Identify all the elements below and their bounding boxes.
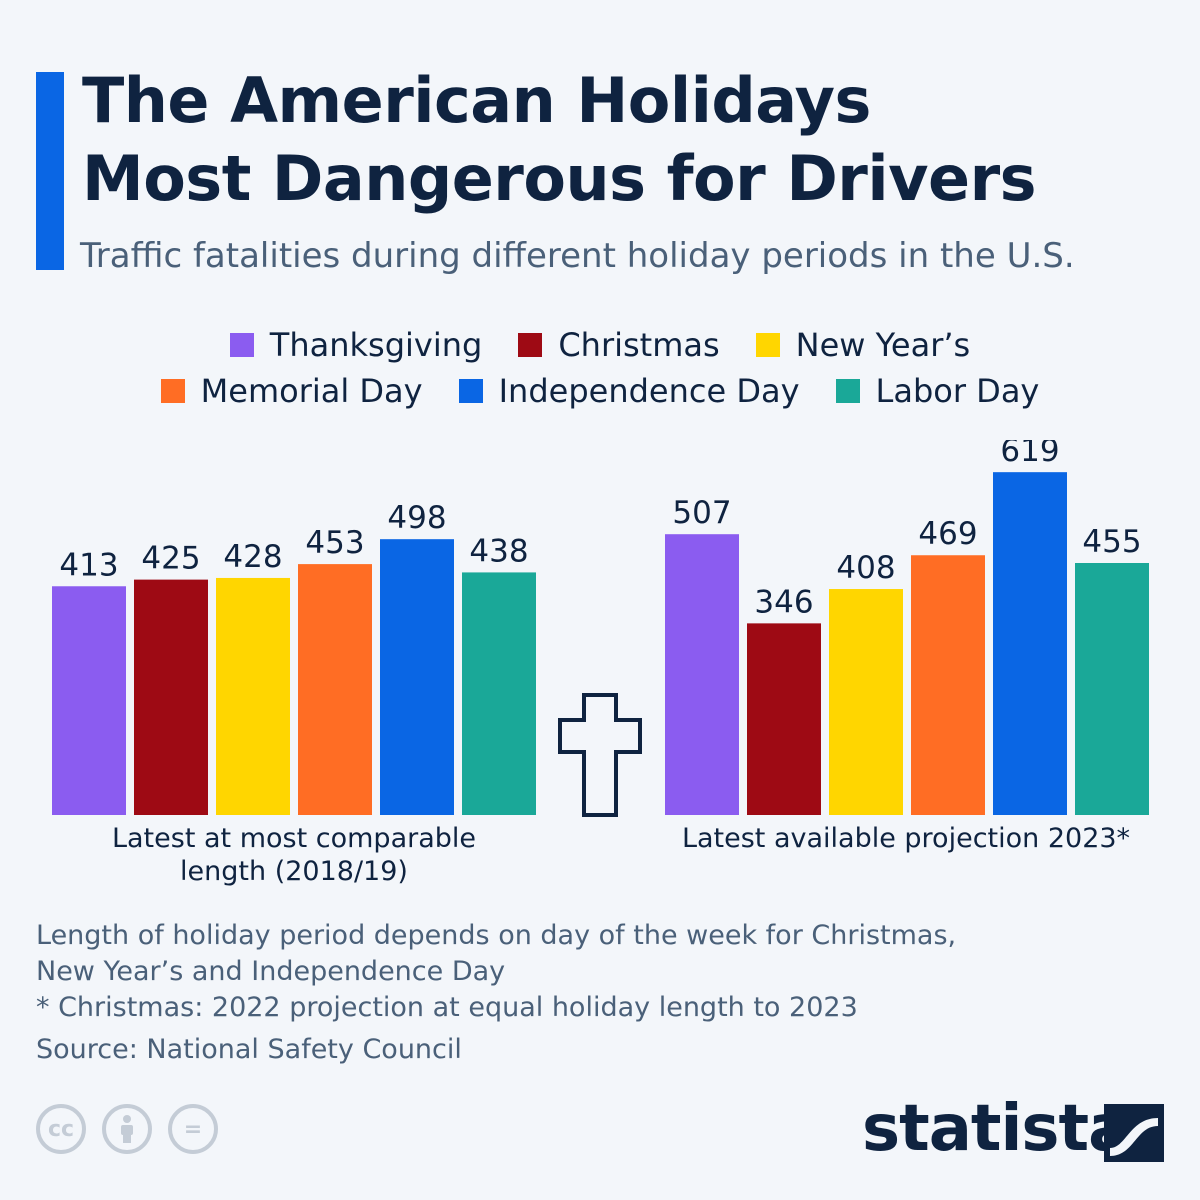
bar-chart: 413 507 425 346 428 408 453 469 498 619 438 455 <box>52 440 1149 817</box>
legend-item-labor-day: Labor Day <box>835 368 1040 414</box>
license-icons: cc = <box>36 1104 234 1154</box>
legend-item-thanksgiving: Thanksgiving <box>229 322 483 368</box>
legend-label-new-years: New Year’s <box>795 326 971 364</box>
value-label-memorial-day-2018-19: 453 <box>305 525 364 561</box>
note-line-2: New Year’s and Independence Day <box>36 956 506 987</box>
bar-new-years-2023 <box>829 589 903 815</box>
bar-christmas-2023 <box>747 623 821 815</box>
value-label-labor-day-2023: 455 <box>1082 524 1141 560</box>
bar-thanksgiving-2023 <box>665 534 739 815</box>
attribution-icon[interactable] <box>102 1104 152 1154</box>
group-label-2018-19-line-2: length (2018/19) <box>180 856 408 887</box>
title-line-2: Most Dangerous for Drivers <box>82 142 1037 215</box>
statista-brand[interactable]: statista <box>862 1092 1131 1166</box>
legend-item-new-years: New Year’s <box>755 322 971 368</box>
legend-row-1: Thanksgiving Christmas New Year’s <box>0 322 1200 368</box>
legend-row-2: Memorial Day Independence Day Labor Day <box>0 368 1200 414</box>
bar-independence-day-2018-19 <box>380 539 454 815</box>
value-label-new-years-2018-19: 428 <box>223 539 282 575</box>
value-label-christmas-2023: 346 <box>754 584 813 620</box>
legend-label-labor-day: Labor Day <box>875 372 1040 410</box>
title-accent-bar <box>36 72 64 270</box>
bar-labor-day-2023 <box>1075 563 1149 815</box>
value-label-christmas-2018-19: 425 <box>141 541 200 577</box>
legend: Thanksgiving Christmas New Year’s Memori… <box>0 322 1200 414</box>
legend-swatch-christmas <box>518 333 543 357</box>
legend-item-independence-day: Independence Day <box>458 368 800 414</box>
value-label-thanksgiving-2023: 507 <box>672 495 731 531</box>
source-note: Source: National Safety Council <box>36 1034 462 1065</box>
bar-independence-day-2023 <box>993 472 1067 815</box>
legend-label-independence-day: Independence Day <box>498 372 800 410</box>
legend-item-memorial-day: Memorial Day <box>160 368 423 414</box>
no-derivatives-icon[interactable]: = <box>168 1104 218 1154</box>
group-label-2023: Latest available projection 2023* <box>664 822 1148 855</box>
bar-christmas-2018-19 <box>134 579 208 815</box>
bar-memorial-day-2023 <box>911 555 985 815</box>
chart-title: The American Holidays Most Dangerous for… <box>82 62 1162 218</box>
cross-icon <box>558 693 642 817</box>
legend-label-christmas: Christmas <box>558 326 720 364</box>
no-derivatives-label: = <box>183 1116 203 1142</box>
bar-new-years-2018-19 <box>216 577 290 815</box>
value-label-memorial-day-2023: 469 <box>918 516 977 552</box>
person-icon <box>121 1115 133 1143</box>
bar-thanksgiving-2018-19 <box>52 586 126 815</box>
creative-commons-icon[interactable]: cc <box>36 1104 86 1154</box>
bar-labor-day-2018-19 <box>462 572 536 815</box>
value-label-thanksgiving-2018-19: 413 <box>59 547 118 583</box>
legend-label-memorial-day: Memorial Day <box>200 372 423 410</box>
note-footnote: * Christmas: 2022 projection at equal ho… <box>36 992 858 1023</box>
note-line-1: Length of holiday period depends on day … <box>36 920 957 951</box>
legend-swatch-new-years <box>755 333 780 357</box>
group-label-2018-19: Latest at most comparable length (2018/1… <box>52 822 536 888</box>
group-label-2023-line-1: Latest available projection 2023* <box>681 823 1131 854</box>
value-label-labor-day-2018-19: 438 <box>469 533 528 569</box>
legend-label-thanksgiving: Thanksgiving <box>269 326 483 364</box>
title-line-1: The American Holidays <box>82 64 871 137</box>
statista-logo-icon[interactable] <box>1104 1104 1164 1162</box>
legend-swatch-memorial-day <box>160 379 185 403</box>
legend-swatch-thanksgiving <box>229 333 254 357</box>
value-label-independence-day-2018-19: 498 <box>387 500 446 536</box>
value-label-new-years-2023: 408 <box>836 550 895 586</box>
group-label-2018-19-line-1: Latest at most comparable <box>111 823 477 854</box>
legend-swatch-labor-day <box>835 379 860 403</box>
value-label-independence-day-2023: 619 <box>1000 440 1059 469</box>
creative-commons-label: cc <box>47 1116 75 1142</box>
bar-memorial-day-2018-19 <box>298 564 372 815</box>
legend-item-christmas: Christmas <box>518 322 720 368</box>
chart-subtitle: Traffic fatalities during different holi… <box>80 236 1075 276</box>
legend-swatch-independence-day <box>458 379 483 403</box>
